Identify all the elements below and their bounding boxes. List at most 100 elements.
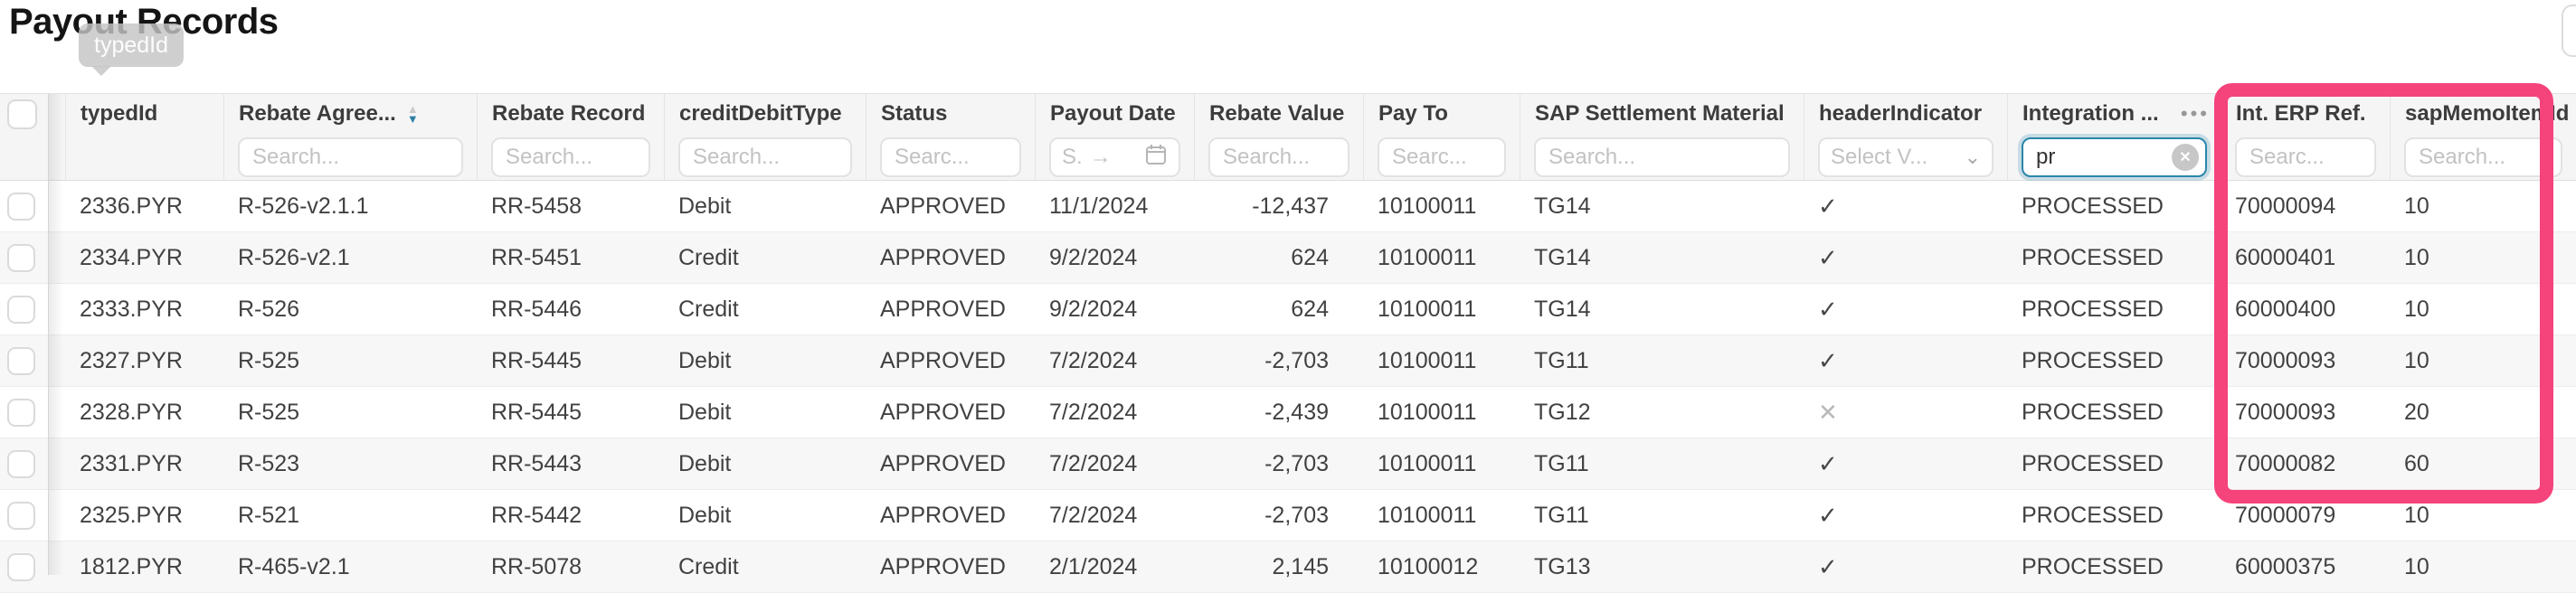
cell-typedId: 2325.PYR [80,502,183,528]
cell-rebateValue: -2,703 [1264,450,1329,476]
cell-rebateRecord: RR-5451 [491,244,582,270]
cell-creditDebitType: Debit [678,502,732,528]
column-label-typedId[interactable]: typedId [66,94,223,134]
column-label-text-rebateRecord: Rebate Record [492,101,646,126]
column-label-rebateValue[interactable]: Rebate Value [1195,94,1363,134]
filter-area-status [867,134,1035,181]
filter-input-rebateRecord[interactable] [491,137,650,177]
column-header-creditDebitType: creditDebitType [664,94,866,181]
cell-intErpRef: 60000400 [2235,296,2336,322]
table-row[interactable]: 2327.PYR R-525 RR-5445 Debit APPROVED 7/2/202… [0,335,2576,387]
row-checkbox[interactable] [7,192,35,221]
check-icon: ✓ [1818,243,1838,271]
filter-area-rebateValue [1195,134,1363,181]
table-row[interactable]: 2331.PYR R-523 RR-5443 Debit APPROVED 7/2/202… [0,438,2576,490]
cell-payoutDate: 9/2/2024 [1049,244,1138,270]
filter-input-status[interactable] [880,137,1021,177]
column-label-creditDebitType[interactable]: creditDebitType [665,94,866,134]
filter-area-typedId [66,134,223,181]
column-label-status[interactable]: Status [867,94,1035,134]
column-label-headerIndicator[interactable]: headerIndicator [1804,94,2007,134]
column-label-rebateRecord[interactable]: Rebate Record [478,94,664,134]
table-row[interactable]: 2325.PYR R-521 RR-5442 Debit APPROVED 7/2/202… [0,490,2576,541]
row-checkbox[interactable] [7,552,35,581]
calendar-icon[interactable] [1144,143,1168,173]
sort-icon[interactable]: ▲ ▼ [406,102,419,126]
row-select-cell [0,346,65,375]
column-header-sapSettlementMaterial: SAP Settlement Material [1520,94,1804,181]
cell-sapMemoItemId: 10 [2404,193,2429,219]
filter-input-intErpRef[interactable] [2235,137,2376,177]
check-icon: ✓ [1818,295,1838,323]
filter-area-intErpRef [2221,134,2390,181]
cell-intErpRef: 70000079 [2235,502,2336,528]
row-checkbox[interactable] [7,243,35,272]
cell-payoutDate: 7/2/2024 [1049,399,1138,425]
filter-input-payTo[interactable] [1378,137,1506,177]
cell-payoutDate: 9/2/2024 [1049,296,1138,322]
row-checkbox[interactable] [7,398,35,427]
pinned-column-divider [48,94,49,575]
cell-creditDebitType: Credit [678,296,739,322]
cell-headerIndicator: ✓ [1804,347,2007,375]
clear-filter-icon[interactable]: ✕ [2172,144,2199,171]
cell-rebateValue: 624 [1291,296,1329,322]
row-checkbox[interactable] [7,295,35,324]
filter-input-rebateValue[interactable] [1208,137,1350,177]
column-label-integration[interactable]: Integration ... ••• [2008,94,2221,134]
column-header-payTo: Pay To [1363,94,1520,181]
cell-intErpRef: 70000094 [2235,193,2336,219]
cell-headerIndicator: ✓ [1804,502,2007,530]
filter-input-rebateAgreement[interactable] [238,137,463,177]
column-header-headerIndicator: headerIndicator Select V... ⌄ [1804,94,2007,181]
column-label-rebateAgreement[interactable]: Rebate Agree... ▲ ▼ [224,94,477,134]
cell-status: APPROVED [880,193,1006,219]
column-label-text-intErpRef: Int. ERP Ref. [2236,101,2366,126]
check-icon: ✓ [1818,552,1838,580]
table-row[interactable]: 1812.PYR R-465-v2.1 RR-5078 Credit APPROVED 2… [0,541,2576,593]
column-label-intErpRef[interactable]: Int. ERP Ref. [2221,94,2390,134]
table-row[interactable]: 2333.PYR R-526 RR-5446 Credit APPROVED 9/2/20… [0,284,2576,335]
table-row[interactable]: 2328.PYR R-525 RR-5445 Debit APPROVED 7/2/202… [0,387,2576,438]
filter-input-sapMemoItemId[interactable] [2404,137,2562,177]
column-label-payTo[interactable]: Pay To [1364,94,1520,134]
cell-typedId: 2334.PYR [80,244,183,270]
date-range-arrow-icon: → [1089,145,1112,169]
row-checkbox[interactable] [7,449,35,478]
select-filter-headerIndicator[interactable]: Select V... ⌄ [1818,137,1994,177]
cell-headerIndicator: ✓ [1804,450,2007,478]
sort-descending-icon: ▼ [406,112,419,126]
cell-headerIndicator: ✓ [1804,296,2007,324]
chevron-down-icon: ⌄ [1964,146,1981,168]
row-checkbox[interactable] [7,346,35,375]
cell-rebateRecord: RR-5443 [491,450,582,476]
column-tooltip: typedId [79,24,185,76]
sort-ascending-icon: ▲ [406,102,419,116]
filter-input-sapSettlementMaterial[interactable] [1534,137,1790,177]
table-row[interactable]: 2336.PYR R-526-v2.1.1 RR-5458 Debit APPROVED… [0,181,2576,232]
column-label-text-rebateValue: Rebate Value [1209,101,1345,126]
cell-sapMemoItemId: 10 [2404,502,2429,528]
column-label-sapSettlementMaterial[interactable]: SAP Settlement Material [1520,94,1804,134]
select-all-checkbox[interactable] [7,99,37,129]
cut-off-input[interactable] [2562,5,2576,57]
cell-sapMemoItemId: 10 [2404,244,2429,270]
filter-area-rebateAgreement [224,134,477,181]
column-label-text-rebateAgreement: Rebate Agree... [239,101,396,126]
cell-creditDebitType: Credit [678,553,739,579]
cell-sapMemoItemId: 20 [2404,399,2429,425]
column-menu-icon[interactable]: ••• [2180,102,2210,125]
column-label-payoutDate[interactable]: Payout Date [1036,94,1194,134]
column-label-text-typedId: typedId [80,101,158,126]
filter-input-creditDebitType[interactable] [678,137,852,177]
date-filter-payoutDate[interactable]: S. → [1049,137,1180,177]
column-header-sapMemoItemId: sapMemoItemId [2390,94,2576,181]
row-select-cell [0,449,65,478]
column-header-rebateAgreement: Rebate Agree... ▲ ▼ [223,94,477,181]
row-checkbox[interactable] [7,501,35,530]
column-label-sapMemoItemId[interactable]: sapMemoItemId [2391,94,2576,134]
cell-payoutDate: 11/1/2024 [1049,193,1149,219]
cell-payoutDate: 7/2/2024 [1049,450,1138,476]
cell-rebateValue: 624 [1291,244,1329,270]
table-row[interactable]: 2334.PYR R-526-v2.1 RR-5451 Credit APPROVED 9… [0,232,2576,284]
